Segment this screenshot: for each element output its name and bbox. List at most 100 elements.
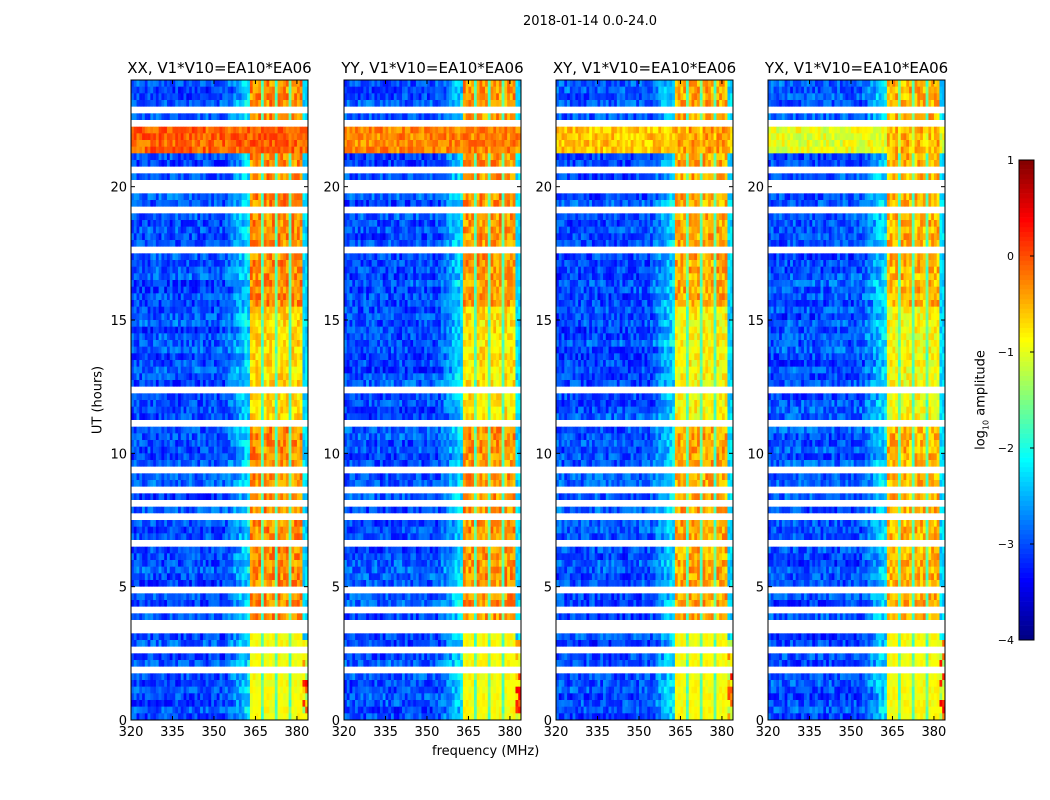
heatmap-cell bbox=[159, 540, 162, 547]
heatmap-cell bbox=[280, 240, 283, 247]
heatmap-cell bbox=[231, 427, 234, 434]
heatmap-cell bbox=[272, 140, 275, 147]
heatmap-cell bbox=[197, 453, 200, 460]
heatmap-cell bbox=[139, 260, 142, 267]
heatmap-cell bbox=[211, 107, 214, 114]
heatmap-cell bbox=[233, 100, 236, 107]
heatmap-cell bbox=[170, 373, 173, 380]
heatmap-cell bbox=[206, 447, 209, 454]
heatmap-cell bbox=[137, 507, 140, 514]
heatmap-cell bbox=[261, 380, 264, 387]
heatmap-cell bbox=[206, 400, 209, 407]
heatmap-cell bbox=[225, 300, 228, 307]
heatmap-cell bbox=[206, 200, 209, 207]
heatmap-cell bbox=[236, 153, 239, 160]
heatmap-cell bbox=[161, 233, 164, 240]
heatmap-cell bbox=[302, 373, 305, 380]
heatmap-cell bbox=[206, 180, 209, 187]
heatmap-cell bbox=[175, 253, 178, 260]
heatmap-cell bbox=[280, 280, 283, 287]
heatmap-cell bbox=[175, 320, 178, 327]
heatmap-cell bbox=[175, 327, 178, 334]
figure: 320 335 350 365 38005101520320 335 350 365 38005… bbox=[0, 0, 1050, 800]
heatmap-cell bbox=[186, 540, 189, 547]
heatmap-cell bbox=[300, 273, 303, 280]
heatmap-cell bbox=[217, 400, 220, 407]
heatmap-cell bbox=[137, 360, 140, 367]
heatmap-cell bbox=[275, 427, 278, 434]
heatmap-cell bbox=[206, 360, 209, 367]
heatmap-cell bbox=[186, 433, 189, 440]
heatmap-cell bbox=[264, 293, 267, 300]
heatmap-cell bbox=[197, 253, 200, 260]
heatmap-cell bbox=[300, 213, 303, 220]
heatmap-cell bbox=[206, 507, 209, 514]
heatmap-cell bbox=[139, 267, 142, 274]
heatmap-cell bbox=[283, 207, 286, 214]
heatmap-cell bbox=[200, 533, 203, 540]
heatmap-cell bbox=[280, 347, 283, 354]
heatmap-cell bbox=[134, 433, 137, 440]
heatmap-cell bbox=[195, 407, 198, 414]
heatmap-cell bbox=[233, 580, 236, 587]
heatmap-cell bbox=[172, 160, 175, 167]
heatmap-cell bbox=[264, 347, 267, 354]
heatmap-cell bbox=[278, 253, 281, 260]
heatmap-cell bbox=[250, 107, 253, 114]
heatmap-cell bbox=[175, 467, 178, 474]
heatmap-cell bbox=[145, 420, 148, 427]
heatmap-cell bbox=[220, 520, 223, 527]
heatmap-cell bbox=[208, 180, 211, 187]
heatmap-cell bbox=[289, 360, 292, 367]
heatmap-cell bbox=[150, 533, 153, 540]
heatmap-cell bbox=[269, 193, 272, 200]
heatmap-cell bbox=[153, 247, 156, 254]
heatmap-cell bbox=[228, 380, 231, 387]
heatmap-cell bbox=[181, 273, 184, 280]
heatmap-cell bbox=[203, 300, 206, 307]
heatmap-cell bbox=[206, 453, 209, 460]
heatmap-cell bbox=[175, 587, 178, 594]
heatmap-cell bbox=[231, 520, 234, 527]
heatmap-cell bbox=[150, 387, 153, 394]
heatmap-cell bbox=[211, 433, 214, 440]
heatmap-cell bbox=[139, 140, 142, 147]
heatmap-cell bbox=[153, 553, 156, 560]
heatmap-cell bbox=[255, 553, 258, 560]
heatmap-cell bbox=[294, 200, 297, 207]
heatmap-cell bbox=[220, 107, 223, 114]
heatmap-cell bbox=[297, 133, 300, 140]
heatmap-cell bbox=[197, 427, 200, 434]
heatmap-cell bbox=[159, 420, 162, 427]
heatmap-cell bbox=[267, 533, 270, 540]
heatmap-cell bbox=[134, 573, 137, 580]
heatmap-cell bbox=[297, 553, 300, 560]
heatmap-cell bbox=[258, 360, 261, 367]
heatmap-cell bbox=[164, 320, 167, 327]
heatmap-cell bbox=[291, 333, 294, 340]
heatmap-cell bbox=[184, 407, 187, 414]
heatmap-cell bbox=[170, 267, 173, 274]
heatmap-cell bbox=[286, 520, 289, 527]
heatmap-cell bbox=[239, 407, 242, 414]
heatmap-cell bbox=[148, 147, 151, 154]
heatmap-cell bbox=[253, 480, 256, 487]
heatmap-cell bbox=[150, 213, 153, 220]
heatmap-cell bbox=[197, 473, 200, 480]
heatmap-cell bbox=[220, 200, 223, 207]
heatmap-cell bbox=[275, 187, 278, 194]
heatmap-cell bbox=[258, 253, 261, 260]
heatmap-cell bbox=[192, 127, 195, 134]
heatmap-cell bbox=[258, 333, 261, 340]
heatmap-cell bbox=[197, 87, 200, 94]
heatmap-cell bbox=[186, 207, 189, 214]
heatmap-cell bbox=[186, 553, 189, 560]
heatmap-cell bbox=[255, 313, 258, 320]
heatmap-cell bbox=[280, 453, 283, 460]
heatmap-cell bbox=[261, 493, 264, 500]
heatmap-cell bbox=[145, 293, 148, 300]
heatmap-cell bbox=[150, 87, 153, 94]
heatmap-cell bbox=[200, 193, 203, 200]
heatmap-cell bbox=[302, 573, 305, 580]
heatmap-cell bbox=[294, 520, 297, 527]
